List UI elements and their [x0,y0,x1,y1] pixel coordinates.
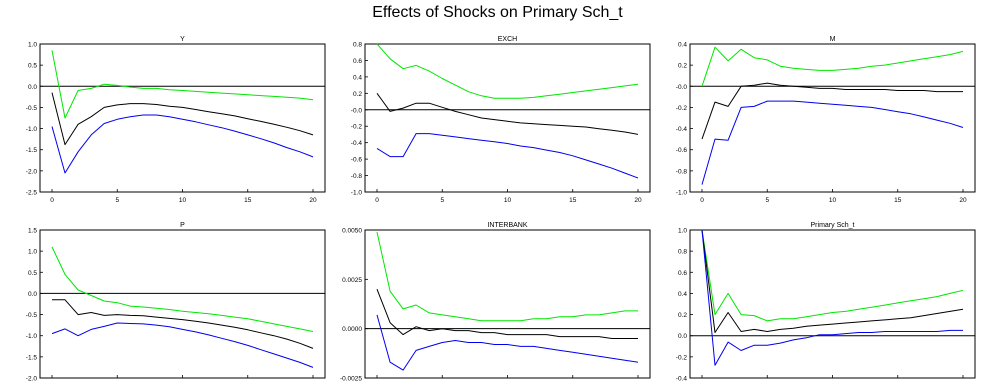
x-tick-label: 5 [765,197,769,204]
y-tick-label: 0.5 [28,63,37,70]
y-tick-label: 0.4 [678,42,687,49]
y-tick-label: -2.0 [26,168,38,175]
series-line-upper [51,50,314,119]
x-tick-label: 15 [244,197,252,204]
y-tick-label: 1.0 [28,42,37,49]
y-tick-label: 0.0025 [342,277,362,284]
plot-frame [364,229,651,379]
y-tick-label: -0.8 [351,173,363,180]
series-line-point [51,92,314,146]
x-tick-label: 5 [440,197,444,204]
y-tick-label: 0.2 [353,91,362,98]
x-tick-label: 10 [504,197,512,204]
y-tick-label: 0.2 [678,312,687,319]
series-line-upper [51,246,314,332]
series-line-upper [701,229,964,322]
chart-panel-2: M 0.4 0.2 -0.0 -0.2 -0.4 -0.6 -0.8 -1.0 0 5 10 15 20 [676,36,976,204]
y-tick-label: 1.0 [678,228,687,235]
y-tick-label: 1.0 [28,249,37,256]
series-line-lower [376,314,639,371]
y-tick-label: 0.2 [678,63,687,70]
y-tick-label: -0.6 [676,147,688,154]
x-tick-label: 15 [894,197,902,204]
y-tick-label: 0.4 [353,74,362,81]
series-line-upper [701,46,964,87]
y-tick-label: 0.0 [678,333,687,340]
x-tick-label: 20 [634,197,642,204]
series-line-point [376,289,638,339]
panel-title: M [830,36,836,43]
x-tick-label: 15 [569,197,577,204]
chart-panel-4: INTERBANK0.00500.00250.0000-0.0025051015… [340,222,651,383]
y-tick-label: -2.5 [26,190,38,197]
x-tick-label: 20 [309,197,317,204]
y-tick-label: -1.0 [676,190,688,197]
chart-panel-0: Y 1.0 0.5 0.0 -0.5 -1.0 -1.5 -2.0 -2.5 0 5 10 15 20 [26,36,326,204]
y-tick-label: -0.2 [351,124,363,131]
x-tick-label: 0 [375,197,379,204]
y-tick-label: 0.8 [353,42,362,49]
y-tick-label: -0.4 [351,140,363,147]
panel-title: Primary Sch_t [811,222,855,229]
panel-title: INTERBANK [487,222,527,229]
series-line-lower [701,229,963,366]
plot-frame [689,229,976,379]
y-tick-label: -0.2 [676,354,688,361]
y-tick-label: 0.0 [28,84,37,91]
series-line-point [701,82,963,140]
panel-title: Y [180,36,185,43]
chart-panel-5: Primary Sch_t1.00.80.60.40.20.0-0.2-0.40… [676,222,976,383]
y-tick-label: 0.5 [28,270,37,277]
page-title: Effects of Shocks on Primary Sch_t [372,4,623,21]
series-line-upper [376,231,638,322]
series-line-point [701,229,964,333]
x-tick-label: 0 [50,197,54,204]
y-tick-label: -0.0 [676,84,688,91]
y-tick-label: 0.6 [353,58,362,65]
y-tick-label: 0.8 [678,249,687,256]
panel-title: P [180,222,185,229]
y-tick-label: -0.0025 [340,376,362,383]
series-line-lower [701,100,964,185]
y-tick-label: 0.6 [678,270,687,277]
panel-title: EXCH [498,36,517,43]
plot-frame [364,43,651,193]
series-line-upper [376,43,639,99]
y-tick-label: -1.0 [26,126,38,133]
y-tick-label: -1.5 [26,354,38,361]
y-tick-label: -0.4 [676,376,688,383]
plot-frame [39,229,326,379]
y-tick-label: -1.0 [26,333,38,340]
series-line-lower [51,322,314,368]
y-tick-label: -0.6 [351,157,363,164]
y-tick-label: 0.0000 [342,326,362,333]
y-tick-label: -0.4 [676,126,688,133]
plot-frame [39,43,326,193]
y-tick-label: -0.5 [26,105,38,112]
x-tick-label: 0 [700,197,704,204]
y-tick-label: 0.0050 [342,228,362,235]
series-line-point [376,93,639,135]
y-tick-label: -0.8 [676,168,688,175]
y-tick-label: -1.0 [351,190,363,197]
chart-panel-1: EXCH 0.8 0.6 0.4 0.2 -0.0 -0.2 -0.4 -0.6 -0.8 -1.0… [351,36,651,204]
y-tick-label: -1.5 [26,147,38,154]
x-tick-label: 20 [959,197,967,204]
series-line-lower [376,133,639,179]
y-tick-label: -0.5 [26,312,38,319]
y-tick-label: -0.0 [351,107,363,114]
series-line-point [52,299,314,349]
y-tick-label: 1.5 [28,228,37,235]
plot-frame [689,43,976,193]
y-tick-label: 0.4 [678,291,687,298]
y-tick-label: 0.0 [28,291,37,298]
y-tick-label: -0.2 [676,105,688,112]
x-tick-label: 5 [115,197,119,204]
series-line-lower [51,114,314,174]
x-tick-label: 10 [179,197,187,204]
x-tick-label: 10 [829,197,837,204]
y-tick-label: -2.0 [26,376,38,383]
